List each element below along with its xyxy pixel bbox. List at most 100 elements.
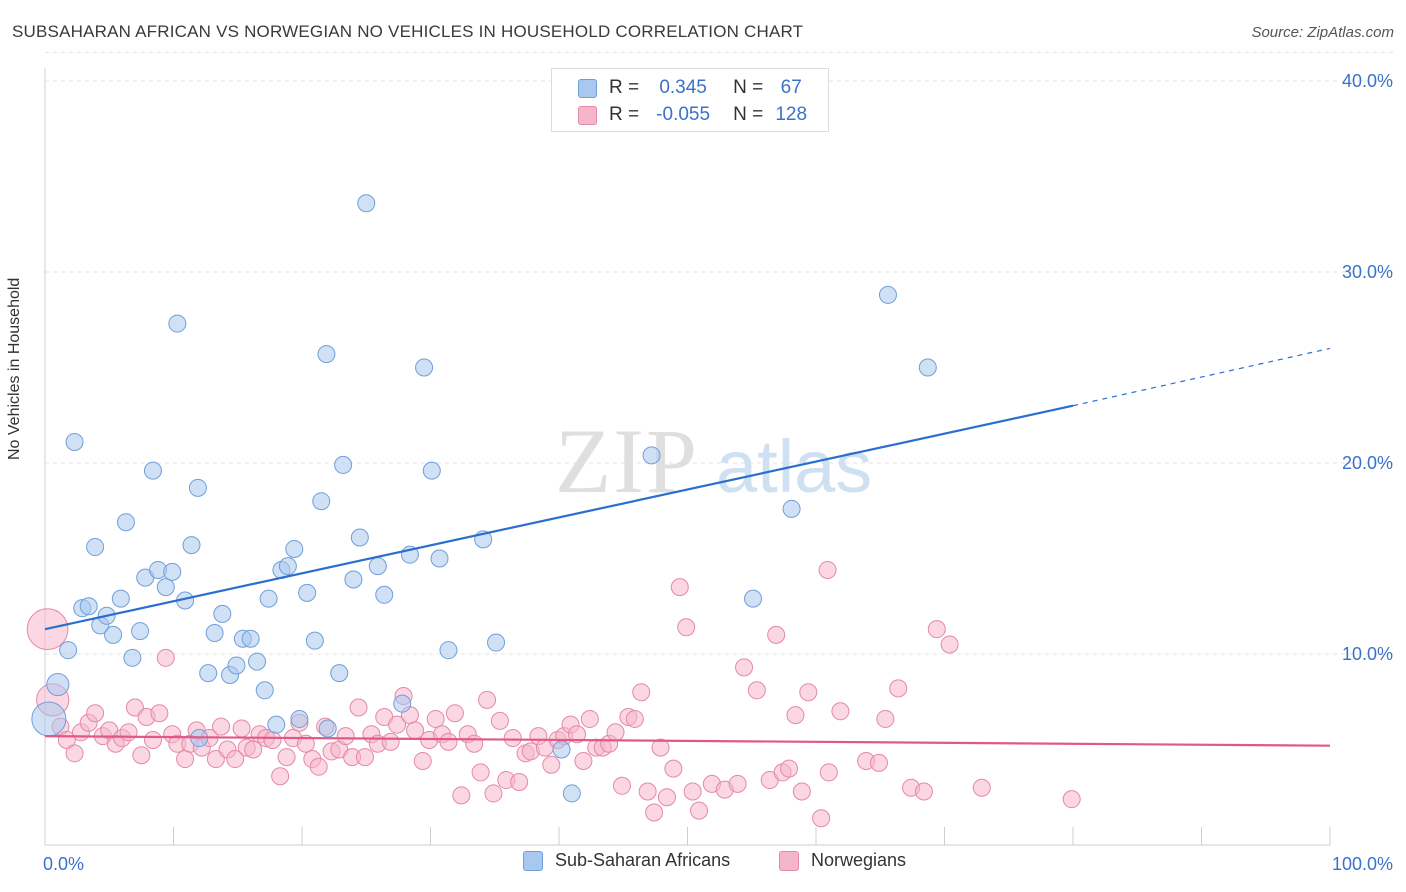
- subsaharan-trend-line: [44, 404, 1074, 631]
- norwegians-point: [574, 751, 593, 770]
- norwegians-point: [296, 734, 315, 753]
- legend-item-subsaharan: Sub-Saharan Africans: [523, 850, 730, 871]
- subsaharan-point: [439, 641, 458, 660]
- subsaharan-point: [59, 641, 78, 660]
- legend-r-value: 0.345: [659, 77, 707, 98]
- norwegians-point: [503, 729, 522, 748]
- trend-lines: [44, 347, 1331, 747]
- subsaharan-point: [744, 589, 763, 608]
- subsaharan-point: [111, 589, 130, 608]
- norwegians-point: [690, 801, 709, 820]
- subsaharan-point: [285, 539, 304, 558]
- legend-n-label: N =: [733, 104, 764, 125]
- subsaharan-point: [782, 499, 801, 518]
- norwegians-point: [638, 782, 657, 801]
- norwegians-point: [625, 709, 644, 728]
- subsaharan-point: [317, 345, 336, 364]
- norwegians-point: [735, 658, 754, 677]
- norwegians-point: [812, 809, 831, 828]
- y-tick-label: 10.0%: [1342, 644, 1393, 664]
- norwegians-point: [940, 635, 959, 654]
- legend-row-norwegians: R = -0.055 N = 128: [578, 104, 819, 126]
- norwegians-point: [471, 763, 490, 782]
- norwegians-point: [309, 757, 328, 776]
- legend-n-value: 67: [780, 77, 802, 98]
- x-tick-label: 0.0%: [43, 854, 84, 874]
- norwegians-point: [212, 717, 231, 736]
- norwegians-point: [1062, 790, 1081, 809]
- norwegians-point: [232, 719, 251, 738]
- grid-lines: [45, 51, 1395, 655]
- norwegians-point: [439, 732, 458, 751]
- svg-text:ZIP: ZIP: [555, 410, 699, 512]
- x-tick-label: 100.0%: [1332, 854, 1393, 874]
- subsaharan-point: [318, 719, 337, 738]
- tick-labels: 10.0% 20.0% 30.0% 40.0% 0.0% 100.0%: [43, 71, 1393, 874]
- legend-n-value: 128: [775, 104, 808, 125]
- subsaharan-point: [46, 673, 70, 697]
- norwegians-point: [510, 772, 529, 791]
- y-tick-label: 40.0%: [1342, 71, 1393, 91]
- norwegians-point: [86, 704, 105, 723]
- norwegians-point: [445, 704, 464, 723]
- norwegians-point: [664, 759, 683, 778]
- norwegians-point: [426, 709, 445, 728]
- norwegians-point: [831, 702, 850, 721]
- norwegians-point: [125, 698, 144, 717]
- subsaharan-point: [375, 585, 394, 604]
- subsaharan-point: [86, 538, 105, 557]
- norwegians-point: [119, 723, 138, 742]
- legend-swatch-pink: [578, 105, 597, 125]
- subsaharan-point: [393, 694, 412, 713]
- subsaharan-point: [79, 597, 98, 616]
- norwegians-point: [388, 715, 407, 734]
- subsaharan-point: [227, 656, 246, 675]
- norwegians-point: [176, 750, 195, 769]
- norwegians-point: [478, 690, 497, 709]
- watermark: ZIP atlas: [555, 410, 872, 512]
- norwegians-point: [465, 734, 484, 753]
- norwegians-point: [156, 648, 175, 667]
- subsaharan-point: [312, 492, 331, 511]
- subsaharan-point: [357, 194, 376, 213]
- norwegians-point: [580, 709, 599, 728]
- subsaharan-point: [290, 709, 309, 728]
- norwegians-point: [263, 730, 282, 749]
- norwegians-point: [818, 560, 837, 579]
- subsaharan-point: [422, 461, 441, 480]
- norwegians-point: [206, 750, 225, 769]
- subsaharan-point: [918, 358, 937, 377]
- legend-r-label: R =: [609, 77, 640, 98]
- correlation-legend: R = 0.345 N = 67 R = -0.055 N = 128: [551, 68, 829, 132]
- subsaharan-point: [330, 664, 349, 683]
- subsaharan-point: [31, 701, 67, 737]
- norwegians-point: [143, 730, 162, 749]
- subsaharan-point: [305, 631, 324, 650]
- subsaharan-trend-extension: [1072, 347, 1331, 407]
- subsaharan-point: [415, 358, 434, 377]
- norwegians-point: [747, 681, 766, 700]
- y-tick-label: 30.0%: [1342, 262, 1393, 282]
- subsaharan-point: [248, 652, 267, 671]
- subsaharan-point: [642, 446, 661, 465]
- norwegians-point: [542, 755, 561, 774]
- norwegians-point: [767, 625, 786, 644]
- chart-source: Source: ZipAtlas.com: [1251, 24, 1394, 41]
- subsaharan-point: [123, 648, 142, 667]
- y-tick-label: 20.0%: [1342, 453, 1393, 473]
- norwegians-point: [651, 738, 670, 757]
- norwegians-point: [132, 746, 151, 765]
- subsaharan-points: [31, 114, 937, 803]
- legend-item-label: Norwegians: [811, 850, 907, 870]
- norwegians-point: [792, 782, 811, 801]
- subsaharan-point: [104, 625, 123, 644]
- subsaharan-point: [182, 536, 201, 555]
- norwegians-point: [336, 727, 355, 746]
- norwegians-point: [381, 732, 400, 751]
- norwegians-point: [226, 750, 245, 769]
- norwegians-point: [413, 751, 432, 770]
- legend-r-label: R =: [609, 104, 640, 125]
- subsaharan-point: [131, 622, 150, 641]
- norwegians-point: [484, 784, 503, 803]
- subsaharan-point: [168, 314, 187, 333]
